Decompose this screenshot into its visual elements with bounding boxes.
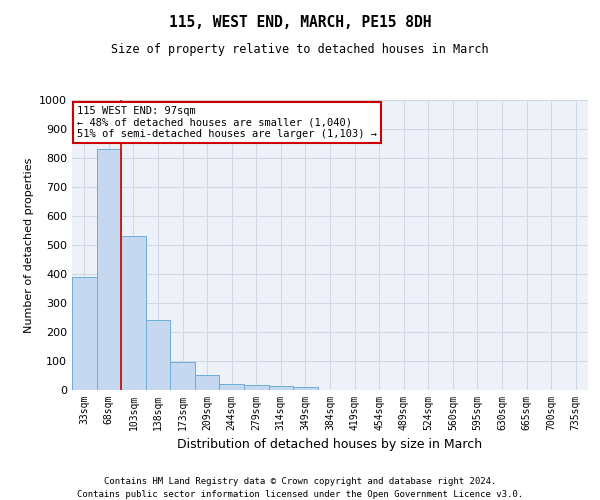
Text: Contains public sector information licensed under the Open Government Licence v3: Contains public sector information licen… bbox=[77, 490, 523, 499]
Y-axis label: Number of detached properties: Number of detached properties bbox=[23, 158, 34, 332]
Bar bbox=[244, 385, 269, 390]
Bar bbox=[220, 384, 244, 390]
X-axis label: Distribution of detached houses by size in March: Distribution of detached houses by size … bbox=[178, 438, 482, 452]
Bar bbox=[121, 236, 146, 390]
Text: 115 WEST END: 97sqm
← 48% of detached houses are smaller (1,040)
51% of semi-det: 115 WEST END: 97sqm ← 48% of detached ho… bbox=[77, 106, 377, 139]
Bar bbox=[97, 150, 121, 390]
Bar bbox=[195, 375, 220, 390]
Text: Contains HM Land Registry data © Crown copyright and database right 2024.: Contains HM Land Registry data © Crown c… bbox=[104, 478, 496, 486]
Text: 115, WEST END, MARCH, PE15 8DH: 115, WEST END, MARCH, PE15 8DH bbox=[169, 15, 431, 30]
Bar bbox=[170, 362, 195, 390]
Bar bbox=[269, 386, 293, 390]
Bar bbox=[146, 320, 170, 390]
Bar bbox=[293, 387, 318, 390]
Bar bbox=[72, 277, 97, 390]
Text: Size of property relative to detached houses in March: Size of property relative to detached ho… bbox=[111, 42, 489, 56]
